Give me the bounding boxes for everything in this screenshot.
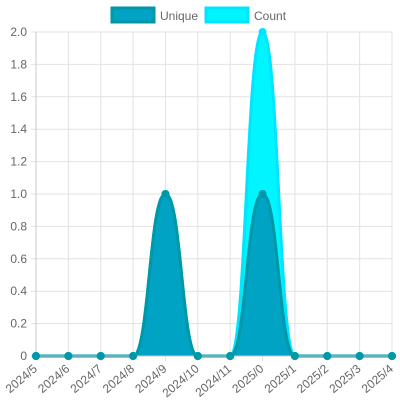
data-point-unique[interactable]	[96, 352, 105, 360]
y-tick-label: 0.8	[10, 219, 27, 233]
x-tick-label: 2024/8	[100, 361, 137, 396]
data-point-unique[interactable]	[161, 190, 170, 198]
grid	[31, 31, 393, 361]
y-tick-label: 0	[20, 349, 27, 363]
y-tick-label: 1.8	[10, 57, 27, 71]
data-point-unique[interactable]	[355, 352, 364, 360]
y-tick-label: 2.0	[10, 25, 27, 39]
data-point-count[interactable]	[258, 28, 267, 36]
data-point-unique[interactable]	[193, 352, 202, 360]
y-tick-label: 0.4	[10, 284, 27, 298]
legend-swatch	[204, 6, 250, 24]
axes: 00.20.40.60.81.01.21.41.61.82.02024/5202…	[3, 25, 396, 400]
x-tick-label: 2024/5	[3, 361, 40, 396]
data-point-unique[interactable]	[129, 352, 138, 360]
legend[interactable]: Unique Count	[110, 6, 287, 24]
data-point-unique[interactable]	[226, 352, 235, 360]
series-area-unique	[36, 194, 392, 356]
x-tick-label: 2024/11	[193, 361, 235, 399]
data-point-unique[interactable]	[388, 352, 396, 360]
x-tick-label: 2025/2	[294, 361, 331, 396]
y-tick-label: 1.2	[10, 155, 27, 169]
data-point-unique[interactable]	[32, 352, 40, 360]
x-tick-label: 2024/10	[160, 361, 202, 400]
data-point-unique[interactable]	[258, 190, 267, 198]
data-points	[32, 28, 396, 360]
x-tick-label: 2025/0	[229, 361, 266, 396]
legend-label: Count	[254, 9, 287, 23]
x-tick-label: 2025/4	[359, 361, 396, 396]
y-tick-label: 0.6	[10, 252, 27, 266]
y-tick-label: 1.0	[10, 187, 27, 201]
legend-item-count[interactable]: Count	[204, 6, 287, 24]
x-tick-label: 2024/7	[68, 361, 105, 396]
x-tick-label: 2024/6	[35, 361, 72, 396]
x-tick-label: 2025/1	[262, 361, 299, 396]
data-point-unique[interactable]	[323, 352, 332, 360]
legend-label: Unique	[160, 9, 198, 23]
data-point-unique[interactable]	[290, 352, 299, 360]
y-tick-label: 1.6	[10, 90, 27, 104]
series-line-unique	[36, 192, 392, 358]
legend-swatch	[110, 6, 156, 24]
legend-item-unique[interactable]: Unique	[110, 6, 198, 24]
x-tick-label: 2025/3	[326, 361, 363, 396]
y-tick-label: 1.4	[10, 122, 27, 136]
y-tick-label: 0.2	[10, 317, 27, 331]
data-point-unique[interactable]	[64, 352, 73, 360]
